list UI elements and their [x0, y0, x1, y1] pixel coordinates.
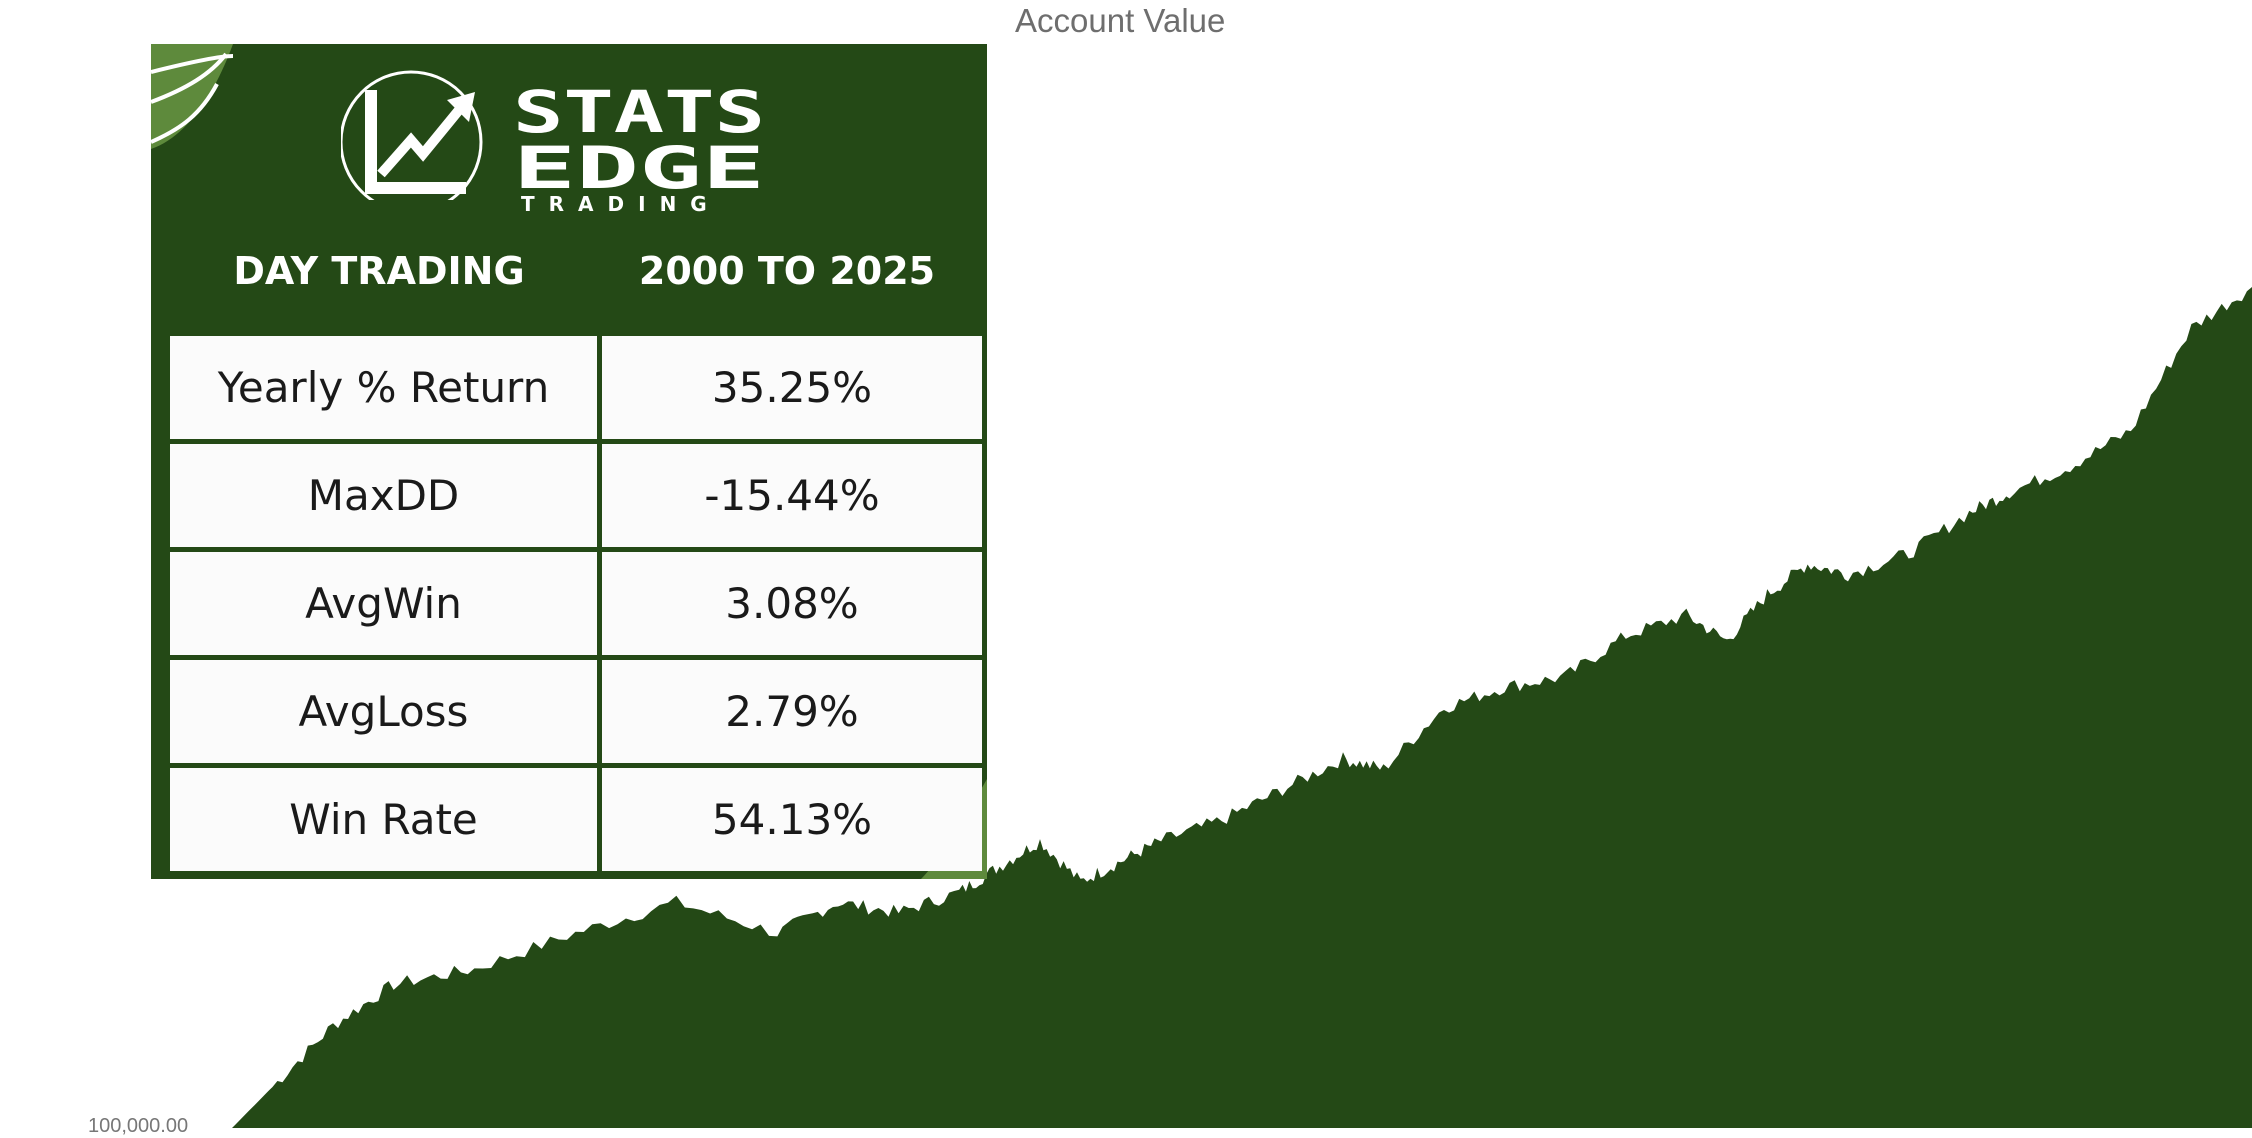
stat-label: Yearly % Return	[170, 336, 597, 439]
table-row: Yearly % Return 35.25%	[170, 336, 982, 439]
brand-subtitle: TRADING	[521, 192, 721, 216]
stats-panel: STATS EDGE TRADING DAY TRADING 2000 TO 2…	[151, 44, 987, 879]
stat-value: 35.25%	[602, 336, 982, 439]
stat-value: 2.79%	[602, 660, 982, 763]
table-row: Win Rate 54.13%	[170, 768, 982, 871]
chart-title: Account Value	[1015, 2, 1226, 39]
header-day-trading: DAY TRADING	[233, 249, 525, 293]
header-date-range: 2000 TO 2025	[638, 249, 936, 293]
brand-line-1: STATS	[513, 78, 765, 146]
stat-label: MaxDD	[170, 444, 597, 547]
stats-edge-logo: STATS EDGE	[341, 70, 765, 200]
brand-line-2: EDGE	[513, 134, 765, 200]
table-row: AvgLoss 2.79%	[170, 660, 982, 763]
table-row: MaxDD -15.44%	[170, 444, 982, 547]
stat-label: Win Rate	[170, 768, 597, 871]
stat-value: -15.44%	[602, 444, 982, 547]
chart-arrow-icon	[341, 70, 483, 200]
stat-value: 54.13%	[602, 768, 982, 871]
stat-value: 3.08%	[602, 552, 982, 655]
y-tick-label: 100,000.00	[88, 1115, 189, 1137]
table-row: AvgWin 3.08%	[170, 552, 982, 655]
stats-table: Yearly % Return 35.25% MaxDD -15.44% Avg…	[165, 331, 987, 876]
stat-label: AvgLoss	[170, 660, 597, 763]
account-value-area	[232, 287, 2252, 1128]
stat-label: AvgWin	[170, 552, 597, 655]
